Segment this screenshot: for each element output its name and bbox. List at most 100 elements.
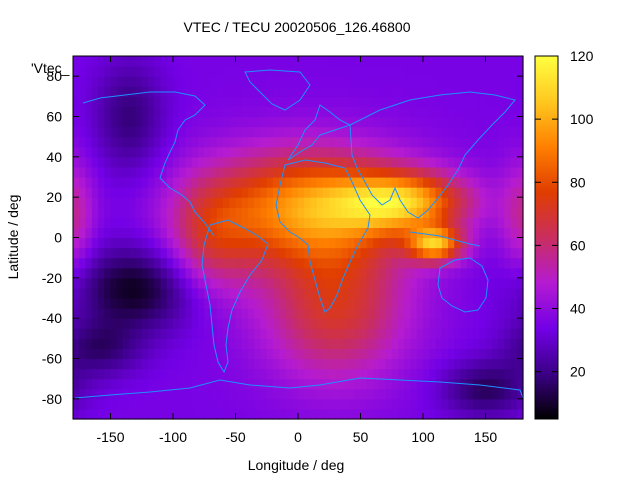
heatmap-cell	[441, 86, 449, 97]
heatmap-cell	[304, 398, 312, 410]
heatmap-cell	[210, 378, 218, 390]
heatmap-cell	[198, 217, 205, 229]
heatmap-cell	[235, 277, 243, 289]
heatmap-cell	[266, 328, 274, 339]
heatmap-cell	[135, 308, 143, 319]
heatmap-cell	[173, 398, 180, 410]
heatmap-cell	[485, 378, 493, 390]
heatmap-cell	[341, 378, 349, 390]
heatmap-cell	[360, 277, 368, 289]
heatmap-cell	[260, 177, 268, 188]
heatmap-cell	[154, 277, 162, 289]
heatmap-cell	[254, 207, 262, 218]
heatmap-cell	[185, 338, 193, 350]
heatmap-cell	[166, 298, 174, 309]
heatmap-cell	[429, 136, 437, 148]
x-tick-label: -100	[159, 429, 187, 445]
heatmap-cell	[435, 308, 443, 319]
heatmap-cell	[291, 378, 299, 390]
heatmap-cell	[198, 237, 205, 249]
heatmap-cell	[73, 207, 80, 218]
heatmap-cell	[166, 56, 174, 67]
heatmap-cell	[316, 166, 324, 178]
heatmap-cell	[216, 96, 224, 108]
heatmap-cell	[479, 126, 487, 138]
heatmap-cell	[441, 197, 449, 208]
heatmap-cell	[73, 257, 80, 269]
heatmap-cell	[116, 287, 124, 299]
heatmap-cell	[110, 156, 118, 168]
heatmap-cell	[273, 86, 280, 97]
heatmap-cell	[348, 388, 355, 400]
heatmap-cell	[154, 338, 162, 350]
heatmap-cell	[129, 277, 137, 289]
heatmap-cell	[73, 308, 80, 319]
heatmap-cell	[354, 408, 362, 420]
heatmap-cell	[423, 237, 430, 249]
heatmap-cell	[329, 318, 337, 329]
heatmap-cell	[123, 338, 130, 350]
heatmap-cell	[448, 56, 455, 67]
heatmap-cell	[204, 156, 212, 168]
heatmap-cell	[435, 227, 443, 239]
heatmap-cell	[116, 298, 124, 309]
heatmap-cell	[160, 328, 168, 339]
heatmap-cell	[379, 247, 387, 259]
heatmap-cell	[510, 247, 518, 259]
heatmap-cell	[260, 156, 268, 168]
heatmap-cell	[504, 267, 512, 279]
heatmap-cell	[379, 237, 387, 249]
heatmap-cell	[235, 166, 243, 178]
heatmap-cell	[198, 358, 205, 370]
heatmap-cell	[191, 348, 199, 360]
heatmap-cell	[141, 247, 149, 259]
heatmap-cell	[173, 207, 180, 218]
heatmap-cell	[366, 217, 374, 229]
heatmap-cell	[335, 368, 343, 380]
heatmap-cell	[129, 287, 137, 299]
heatmap-cell	[504, 207, 512, 218]
heatmap-cell	[73, 408, 80, 420]
heatmap-cell	[391, 398, 399, 410]
heatmap-cell	[373, 298, 380, 309]
heatmap-cell	[160, 136, 168, 148]
heatmap-cell	[423, 166, 430, 178]
heatmap-cell	[185, 287, 193, 299]
heatmap-cell	[104, 388, 112, 400]
heatmap-cell	[423, 126, 430, 138]
heatmap-cell	[260, 56, 268, 67]
heatmap-cell	[191, 388, 199, 400]
heatmap-cell	[254, 267, 262, 279]
heatmap-cell	[335, 187, 343, 198]
heatmap-cell	[129, 207, 137, 218]
heatmap-cell	[329, 156, 337, 168]
heatmap-cell	[166, 237, 174, 249]
heatmap-cell	[366, 277, 374, 289]
heatmap-cell	[229, 388, 237, 400]
heatmap-cell	[448, 96, 455, 108]
heatmap-cell	[479, 166, 487, 178]
heatmap-cell	[285, 378, 293, 390]
heatmap-cell	[360, 126, 368, 138]
heatmap-cell	[141, 388, 149, 400]
heatmap-cell	[491, 298, 499, 309]
heatmap-cell	[179, 328, 187, 339]
heatmap-cell	[323, 56, 330, 67]
heatmap-cell	[123, 126, 130, 138]
heatmap-cell	[335, 318, 343, 329]
heatmap-cell	[73, 398, 80, 410]
heatmap-cell	[135, 257, 143, 269]
heatmap-cell	[304, 247, 312, 259]
heatmap-cell	[473, 318, 480, 329]
heatmap-cell	[498, 287, 505, 299]
heatmap-cell	[410, 116, 418, 128]
heatmap-cell	[285, 187, 293, 198]
heatmap-cell	[448, 146, 455, 158]
heatmap-cell	[466, 298, 474, 309]
heatmap-cell	[516, 187, 524, 198]
heatmap-cell	[473, 177, 480, 188]
heatmap-cell	[323, 166, 330, 178]
heatmap-cell	[385, 86, 393, 97]
heatmap-cell	[210, 66, 218, 77]
heatmap-cell	[473, 126, 480, 138]
